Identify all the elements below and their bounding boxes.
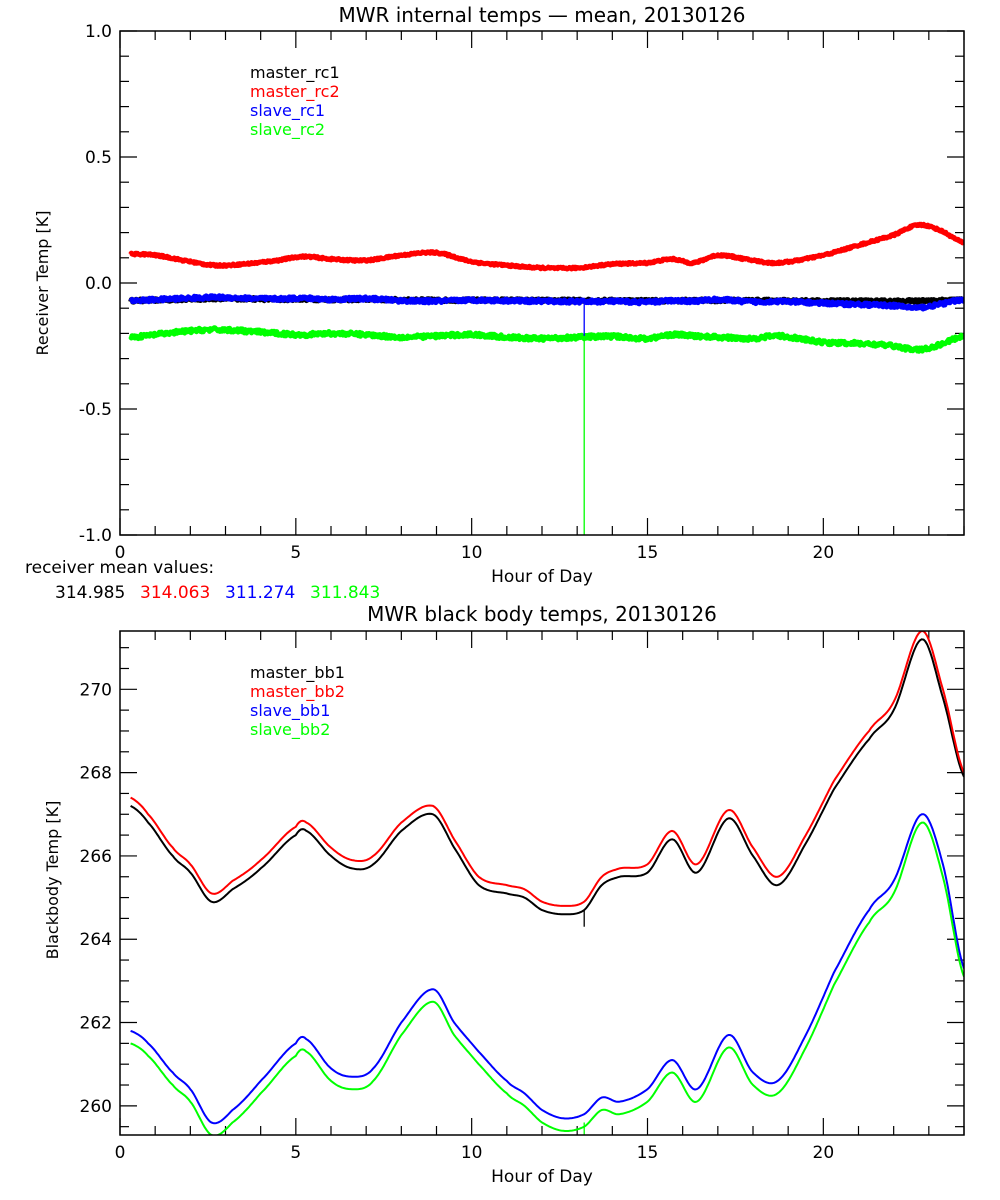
- chart-title: MWR black body temps, 20130126: [367, 602, 717, 626]
- receiver-mean-value: 314.985: [55, 583, 125, 603]
- x-tick-label: 5: [290, 1143, 301, 1163]
- y-tick-label: 260: [80, 1097, 112, 1117]
- y-tick-label: 0.5: [85, 148, 112, 168]
- series-line-master_rc2: [128, 221, 964, 272]
- y-tick-label: 270: [80, 680, 112, 700]
- y-tick-label: 262: [80, 1014, 112, 1034]
- y-tick-label: 268: [80, 764, 112, 784]
- x-tick-label: 0: [115, 543, 126, 563]
- legend-entry: master_bb1: [250, 663, 345, 683]
- x-tick-label: 20: [813, 1143, 835, 1163]
- receiver-mean-value: 314.063: [140, 583, 210, 603]
- y-tick-label: -0.5: [79, 400, 112, 420]
- x-tick-label: 10: [461, 543, 483, 563]
- series-lines: [128, 221, 964, 535]
- plot-frame: [119, 630, 965, 1136]
- legend-entry: slave_rc2: [250, 120, 325, 140]
- x-tick-label: 10: [461, 1143, 483, 1163]
- receiver-mean-values: 314.985 314.063 311.274 311.843: [55, 583, 380, 603]
- receiver-temp-panel: MWR internal temps — mean, 20130126 Rece…: [33, 3, 965, 587]
- blackbody-temp-panel: MWR black body temps, 20130126 Blackbody…: [43, 602, 965, 1187]
- y-axis-label: Receiver Temp [K]: [33, 210, 52, 355]
- legend-entry: master_bb2: [250, 682, 345, 702]
- x-tick-label: 5: [290, 543, 301, 563]
- series-line-slave_bb1: [130, 813, 964, 1125]
- legend-entry: slave_bb1: [250, 701, 330, 721]
- x-tick-label: 0: [115, 1143, 126, 1163]
- series-line-slave_rc2: [128, 325, 964, 354]
- series-line-master_bb1: [130, 638, 964, 916]
- x-tick-label: 15: [637, 1143, 659, 1163]
- receiver-mean-value: 311.274: [225, 583, 295, 603]
- x-tick-label: 15: [637, 543, 659, 563]
- x-axis-label: Hour of Day: [491, 1167, 593, 1187]
- x-axis-label: Hour of Day: [491, 567, 593, 587]
- x-tick-label: 20: [813, 543, 835, 563]
- legend-entry: slave_rc1: [250, 101, 325, 121]
- chart-title: MWR internal temps — mean, 20130126: [338, 3, 745, 27]
- legend-entry: master_rc2: [250, 82, 340, 102]
- y-tick-label: 264: [80, 930, 112, 950]
- series-line-slave_bb2: [130, 821, 964, 1135]
- y-tick-label: 266: [80, 847, 112, 867]
- legend-entry: slave_bb2: [250, 720, 330, 740]
- series-lines: [130, 631, 964, 1135]
- receiver-mean-value: 311.843: [310, 583, 380, 603]
- y-axis-label: Blackbody Temp [K]: [43, 801, 62, 960]
- plot-frame: [119, 30, 965, 536]
- series-line-master_bb2: [130, 631, 964, 907]
- series-line-slave_rc1: [128, 293, 964, 312]
- receiver-mean-label: receiver mean values:: [25, 558, 214, 578]
- y-tick-label: 1.0: [85, 22, 112, 42]
- y-tick-label: 0.0: [85, 274, 112, 294]
- legend-entry: master_rc1: [250, 63, 340, 83]
- y-tick-label: -1.0: [79, 526, 112, 546]
